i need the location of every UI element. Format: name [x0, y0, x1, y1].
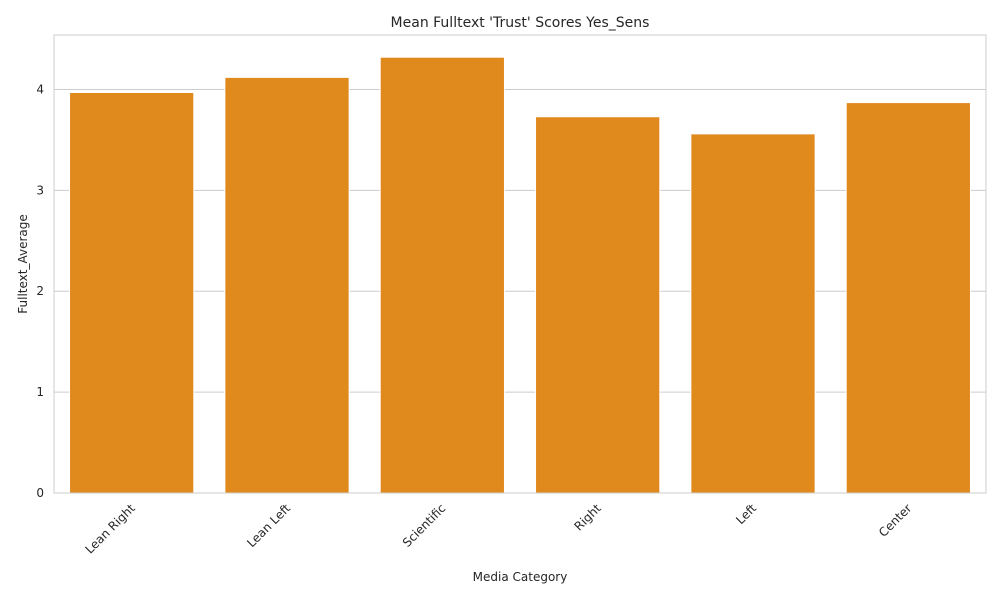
y-tick-label: 0	[36, 486, 44, 500]
x-axis-label: Media Category	[473, 570, 568, 584]
y-tick-label: 4	[36, 82, 44, 96]
x-tick-label: Left	[733, 501, 759, 527]
chart-title: Mean Fulltext 'Trust' Scores Yes_Sens	[391, 15, 650, 31]
bars	[69, 56, 971, 494]
bar-lean-right	[69, 92, 195, 494]
bar-left	[690, 133, 816, 494]
x-tick-labels: Lean Right Lean Left Scientific Right Left Ce…	[82, 501, 914, 557]
y-tick-label: 3	[36, 183, 44, 197]
y-tick-label: 2	[36, 284, 44, 298]
y-axis-label: Fulltext_Average	[16, 214, 30, 313]
plot-frame	[53, 34, 987, 494]
x-tick-label: Scientific	[400, 501, 449, 550]
bar-lean-left	[224, 76, 350, 494]
bar-scientific	[379, 56, 505, 494]
x-tick-label: Right	[572, 501, 604, 533]
y-tick-labels: 0 1 2 3 4	[36, 82, 44, 500]
y-tick-label: 1	[36, 385, 44, 399]
bar-center	[845, 102, 971, 494]
x-tick-label: Center	[876, 501, 915, 540]
x-tick-label: Lean Left	[244, 501, 293, 550]
bar-right	[535, 116, 661, 494]
x-tick-label: Lean Right	[82, 501, 138, 557]
